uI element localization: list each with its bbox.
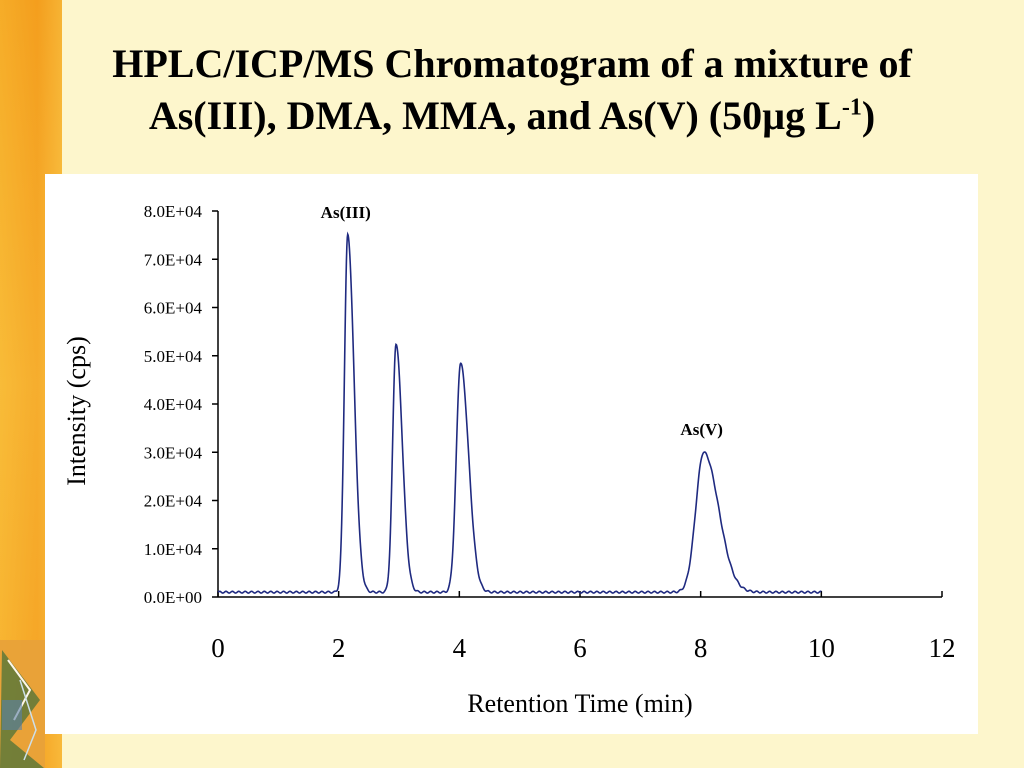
y-tick-label: 7.0E+04 [144,250,203,269]
y-tick-label: 8.0E+04 [144,202,203,221]
chart-panel: 0.0E+00 1.0E+04 2.0E+04 3.0E+04 4.0E+04 5.0E+… [45,174,978,734]
x-tick-label: 8 [694,633,708,663]
y-tick-label: 2.0E+04 [144,492,203,511]
y-axis-title: Intensity (cps) [62,336,91,485]
x-tick-label: 10 [808,633,835,663]
title-line-2-main: As(III), DMA, MMA, and As(V) (50µg L [148,93,842,138]
peak-label: As(V) [680,420,723,439]
peak-label: As(III) [321,203,371,222]
x-tick-label: 0 [211,633,225,663]
y-tick-label: 1.0E+04 [144,540,203,559]
title-line-2: As(III), DMA, MMA, and As(V) (50µg L-1) [62,90,962,142]
x-tick-label: 12 [929,633,956,663]
x-tick-label: 4 [453,633,467,663]
x-tick-label: 2 [332,633,346,663]
slide-title: HPLC/ICP/MS Chromatogram of a mixture of… [62,38,962,142]
chromatogram-trace [217,231,822,594]
chromatogram-chart: 0.0E+00 1.0E+04 2.0E+04 3.0E+04 4.0E+04 5.0E+… [62,202,956,718]
title-line-1: HPLC/ICP/MS Chromatogram of a mixture of [112,41,912,86]
y-tick-label: 6.0E+04 [144,299,203,318]
y-tick-label: 4.0E+04 [144,395,203,414]
decorative-graphic [0,640,45,768]
title-superscript: -1 [841,94,862,121]
title-line-2-end: ) [861,93,876,138]
y-tick-label: 5.0E+04 [144,347,203,366]
x-axis-title: Retention Time (min) [467,689,692,718]
y-tick-label: 0.0E+00 [144,588,202,607]
y-tick-label: 3.0E+04 [144,443,203,462]
x-tick-label: 6 [573,633,587,663]
